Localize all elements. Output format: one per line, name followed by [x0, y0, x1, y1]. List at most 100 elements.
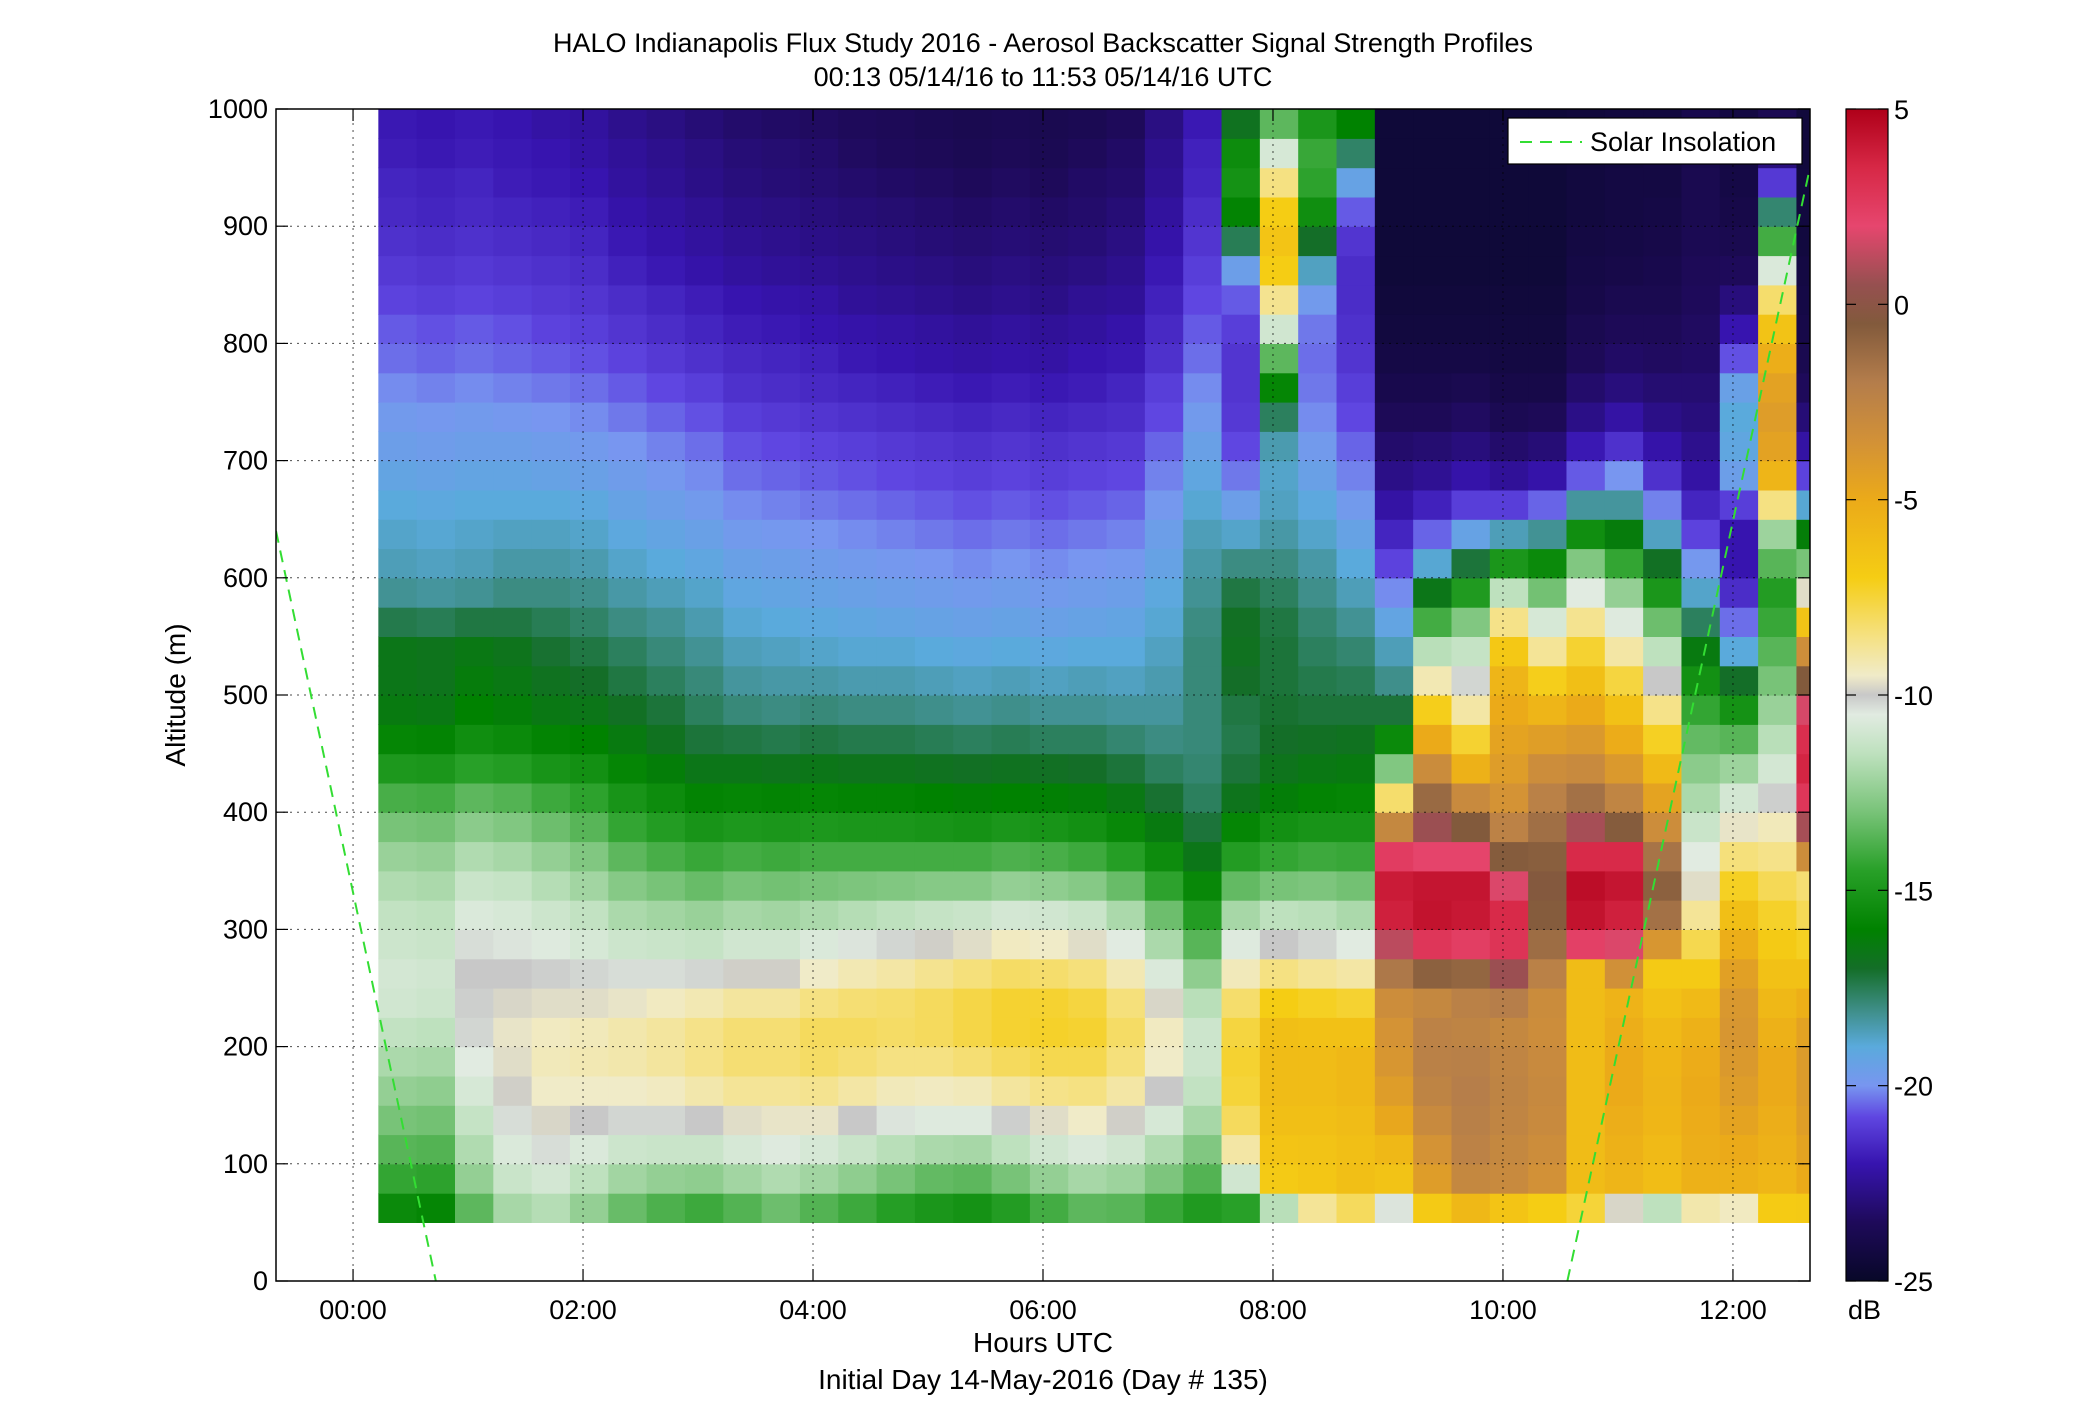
heatmap-cell [991, 929, 1031, 960]
heatmap-cell [1183, 109, 1223, 139]
heatmap-cell [646, 1105, 686, 1136]
heatmap-cell [684, 167, 724, 198]
heatmap-cell [378, 1046, 418, 1077]
heatmap-cell [1911, 1017, 1950, 1047]
heatmap-cell [493, 900, 533, 930]
heatmap-cell [416, 988, 456, 1018]
colorbar-tick-label: -25 [1894, 1267, 1933, 1297]
heatmap-cell [1758, 1075, 1798, 1106]
heatmap-cell [1221, 1046, 1261, 1077]
heatmap-cell [953, 665, 993, 696]
heatmap-cell [1183, 1046, 1223, 1077]
heatmap-cell [1643, 724, 1683, 755]
heatmap-cell [378, 636, 418, 667]
heatmap-cell [416, 109, 456, 110]
heatmap-cell [1604, 196, 1644, 227]
heatmap-cell [1758, 1134, 1798, 1165]
heatmap-cell [838, 782, 878, 813]
heatmap-cell [723, 1075, 763, 1106]
heatmap-cell [838, 1075, 878, 1106]
heatmap-cell [569, 314, 609, 344]
heatmap-cell [1566, 636, 1606, 667]
heatmap-cell [1528, 196, 1568, 227]
heatmap-cell [1719, 196, 1759, 227]
heatmap-cell [876, 255, 916, 286]
heatmap-cell [1528, 577, 1568, 608]
heatmap-cell [1489, 753, 1529, 784]
heatmap-cell [1911, 1193, 1950, 1223]
heatmap-cell [455, 753, 494, 784]
heatmap-cell [493, 431, 533, 462]
heatmap-cell [1489, 1163, 1529, 1194]
heatmap-cell [1911, 929, 1950, 959]
heatmap-cell [1374, 724, 1414, 755]
heatmap-cell [493, 109, 533, 139]
heatmap-cell [1604, 695, 1644, 725]
heatmap-cell [761, 109, 801, 110]
heatmap-cell [493, 1105, 533, 1136]
heatmap-cell [1259, 1046, 1299, 1077]
heatmap-cell [493, 226, 533, 257]
y-tick-label: 500 [223, 680, 268, 710]
heatmap-cell [1259, 196, 1299, 227]
heatmap-cell [1144, 812, 1184, 843]
heatmap-cell [1298, 489, 1338, 520]
heatmap-cell [608, 343, 648, 374]
heatmap-cell [1758, 1105, 1798, 1136]
heatmap-cell [1183, 343, 1223, 374]
heatmap-cell [608, 226, 648, 257]
heatmap-cell [838, 636, 878, 667]
heatmap-cell [416, 1105, 456, 1136]
heatmap-cell [1758, 1046, 1798, 1077]
heatmap-cell [991, 460, 1031, 491]
heatmap-cell [1758, 724, 1798, 755]
heatmap-cell [1719, 900, 1759, 930]
heatmap-cell [1298, 519, 1338, 550]
heatmap-cell [761, 343, 801, 374]
y-tick-label: 400 [223, 797, 268, 827]
heatmap-cell [493, 372, 533, 403]
heatmap-cell [914, 929, 954, 960]
heatmap-cell [1413, 489, 1453, 520]
heatmap-cell [1489, 812, 1529, 843]
heatmap-cell [1183, 958, 1223, 989]
heatmap-cell [1374, 372, 1414, 403]
heatmap-cell [1566, 460, 1606, 491]
heatmap-cell [1566, 1075, 1606, 1106]
heatmap-cell [1911, 519, 1950, 549]
heatmap-cell [914, 1193, 954, 1223]
heatmap-cell [1298, 1134, 1338, 1165]
heatmap-cell [1758, 782, 1798, 813]
heatmap-cell [1336, 636, 1376, 667]
heatmap-cell [1221, 1134, 1261, 1165]
heatmap-cell [646, 1075, 686, 1106]
heatmap-cell [991, 519, 1031, 550]
heatmap-cell [953, 724, 993, 755]
heatmap-cell [1183, 1193, 1223, 1223]
heatmap-cell [723, 665, 763, 696]
heatmap-cell [493, 1193, 533, 1223]
heatmap-cell [876, 665, 916, 696]
heatmap-cell [953, 929, 993, 960]
heatmap-cell [1336, 109, 1376, 110]
heatmap-cell [876, 724, 916, 755]
heatmap-cell [914, 548, 954, 579]
heatmap-cell [914, 226, 954, 257]
heatmap-cell [914, 431, 954, 462]
heatmap-cell [799, 870, 839, 901]
heatmap-cell [876, 607, 916, 637]
heatmap-cell [569, 255, 609, 286]
heatmap-cell [1681, 753, 1721, 784]
heatmap-cell [1796, 841, 1810, 872]
heatmap-cell [646, 929, 686, 960]
heatmap-cell [1566, 812, 1606, 843]
heatmap-cell [1221, 138, 1261, 169]
heatmap-cell [953, 1193, 993, 1223]
heatmap-cell [1029, 431, 1069, 462]
heatmap-cell [684, 665, 724, 696]
heatmap-cell [646, 1046, 686, 1077]
heatmap-cell [569, 109, 609, 139]
heatmap-cell [569, 109, 609, 110]
heatmap-cell [1796, 695, 1810, 725]
heatmap-cell [646, 870, 686, 901]
